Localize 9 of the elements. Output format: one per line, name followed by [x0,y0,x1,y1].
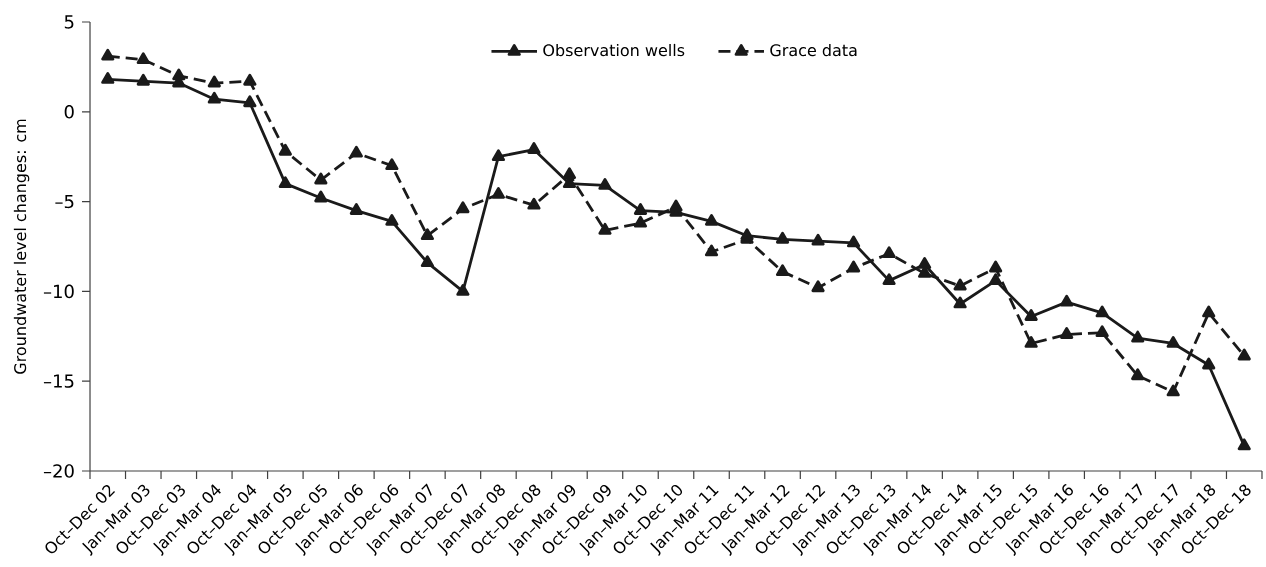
y-tick-label: –15 [43,374,74,388]
y-tick-label: 0 [64,104,74,119]
y-tick-label: –20 [43,464,74,478]
y-tick-label: –5 [55,194,74,209]
y-tick-label: 5 [64,15,74,29]
legend-label: Grace data [770,43,857,57]
y-axis-title: Groundwater level changes: cm [13,119,30,374]
legend-label: Observation wells [543,43,685,57]
y-tick-label: –10 [43,284,74,299]
